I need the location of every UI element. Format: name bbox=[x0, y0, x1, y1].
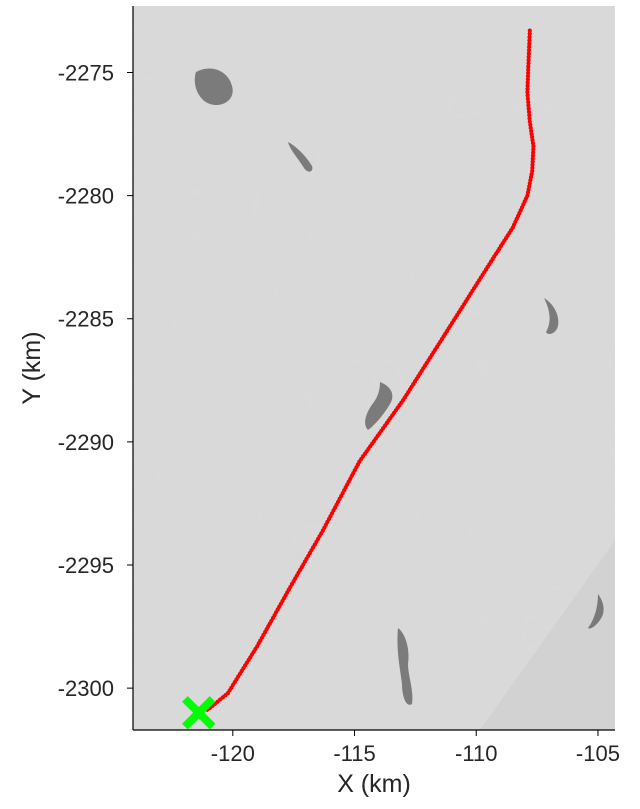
track-point bbox=[528, 125, 533, 130]
marker-stroke bbox=[182, 696, 216, 730]
track-point bbox=[530, 162, 535, 167]
track-point bbox=[526, 48, 532, 53]
track-point bbox=[526, 64, 531, 69]
plot-background bbox=[133, 6, 615, 730]
track-point bbox=[530, 153, 536, 158]
track-point bbox=[526, 51, 532, 56]
track-point bbox=[529, 128, 534, 134]
track-point bbox=[531, 150, 536, 155]
y-tick-label: -2280 bbox=[58, 184, 114, 209]
track-point bbox=[525, 86, 530, 92]
track-point bbox=[526, 109, 532, 114]
track-point bbox=[525, 83, 530, 88]
track-point bbox=[527, 119, 532, 124]
x-tick-labels: -120 -115 -110 -105 bbox=[211, 730, 620, 766]
track-point bbox=[530, 135, 535, 140]
x-tick-label: -120 bbox=[211, 741, 255, 766]
track-point bbox=[527, 113, 532, 118]
track-point bbox=[525, 96, 531, 101]
track-point bbox=[527, 41, 532, 46]
track-point bbox=[530, 165, 535, 170]
track-point bbox=[530, 159, 535, 164]
y-tick-label: -2285 bbox=[58, 307, 114, 332]
track-point bbox=[526, 61, 531, 66]
track-point bbox=[526, 67, 531, 72]
marker-layer bbox=[182, 696, 216, 730]
track-point bbox=[527, 28, 532, 33]
track-point bbox=[527, 38, 532, 43]
x-tick-label: -105 bbox=[576, 741, 620, 766]
track-point bbox=[525, 77, 531, 82]
y-tick-labels: -2275 -2280 -2285 -2290 -2295 -2300 bbox=[58, 60, 133, 701]
track-point bbox=[526, 103, 531, 108]
track-point bbox=[528, 122, 533, 127]
track-point bbox=[527, 44, 532, 50]
track-point bbox=[530, 156, 535, 161]
track-point bbox=[531, 144, 536, 149]
x-tick-label: -115 bbox=[333, 741, 375, 766]
track-point bbox=[525, 93, 530, 98]
track-point bbox=[525, 90, 530, 95]
axes-frame bbox=[132, 6, 615, 731]
start-marker bbox=[182, 696, 216, 730]
track-point bbox=[526, 99, 531, 105]
track-point bbox=[527, 116, 532, 121]
series-layer bbox=[205, 28, 536, 712]
track-point bbox=[525, 74, 531, 79]
track-point bbox=[530, 138, 535, 143]
track-point bbox=[526, 54, 531, 60]
y-tick-label: -2275 bbox=[58, 60, 114, 85]
y-tick-label: -2290 bbox=[58, 430, 114, 455]
y-axis-title: Y (km) bbox=[18, 331, 46, 404]
track-point bbox=[530, 141, 536, 146]
track-point bbox=[526, 106, 531, 111]
track-point bbox=[526, 58, 531, 63]
track-point bbox=[531, 147, 536, 152]
x-axis-title: X (km) bbox=[337, 770, 411, 798]
track-point bbox=[525, 80, 530, 85]
x-tick-label: -110 bbox=[455, 741, 497, 766]
track-point bbox=[526, 70, 531, 76]
track-point bbox=[527, 35, 532, 40]
y-tick-label: -2295 bbox=[58, 553, 114, 578]
track-point bbox=[527, 31, 532, 36]
y-tick-label: -2300 bbox=[58, 676, 114, 701]
